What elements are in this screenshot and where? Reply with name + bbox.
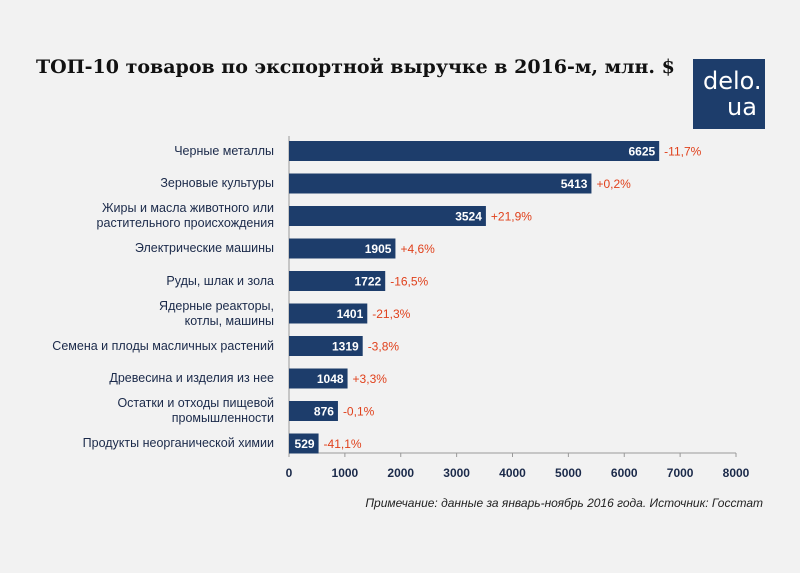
bar-value-label: 1401 — [337, 307, 364, 321]
x-tick-label: 4000 — [499, 466, 526, 480]
bar-value-label: 1722 — [355, 275, 382, 289]
x-tick-label: 6000 — [611, 466, 638, 480]
logo-line-2: ua — [727, 93, 757, 121]
bar-value-label: 876 — [314, 405, 334, 419]
bar — [289, 401, 338, 421]
logo-line-1: delo. — [703, 67, 762, 95]
x-tick-label: 2000 — [387, 466, 414, 480]
bar — [289, 141, 660, 161]
bar — [289, 368, 348, 389]
delo-ua-logo: delo. ua — [693, 59, 765, 129]
bar-change-label: -21,3% — [372, 307, 410, 321]
bar-change-label: -11,7% — [664, 145, 701, 159]
bar — [289, 238, 396, 259]
bar-change-label: -0,1% — [343, 405, 375, 419]
x-tick-label: 0 — [286, 466, 293, 480]
bar — [289, 336, 363, 356]
bar-value-label: 1048 — [317, 372, 344, 386]
bar-change-label: +4,6% — [400, 242, 435, 256]
x-tick-label: 3000 — [443, 466, 470, 480]
bar-value-label: 1319 — [332, 340, 359, 354]
bar-change-label: +3,3% — [353, 372, 388, 386]
bar-change-label: -16,5% — [390, 275, 428, 289]
bar-value-label: 3524 — [455, 210, 482, 224]
bar-value-label: 1905 — [365, 242, 392, 256]
bar-value-label: 5413 — [561, 177, 588, 191]
x-tick-label: 8000 — [723, 466, 750, 480]
x-tick-label: 7000 — [667, 466, 694, 480]
bar — [289, 303, 368, 324]
x-tick-label: 5000 — [555, 466, 582, 480]
bar — [289, 173, 592, 194]
footnote: Примечание: данные за январь-ноябрь 2016… — [365, 496, 763, 510]
bar-change-label: +21,9% — [491, 210, 532, 224]
bar-change-label: -3,8% — [368, 340, 400, 354]
bar — [289, 271, 386, 291]
x-tick-label: 1000 — [332, 466, 359, 480]
bar-change-label: +0,2% — [596, 177, 631, 191]
bar-change-label: -41,1% — [324, 437, 362, 451]
bar — [289, 206, 486, 226]
chart-title: ТОП-10 товаров по экспортной выручке в 2… — [36, 56, 675, 78]
bar-value-label: 6625 — [628, 145, 655, 159]
bar — [289, 433, 319, 454]
bar-value-label: 529 — [295, 437, 315, 451]
